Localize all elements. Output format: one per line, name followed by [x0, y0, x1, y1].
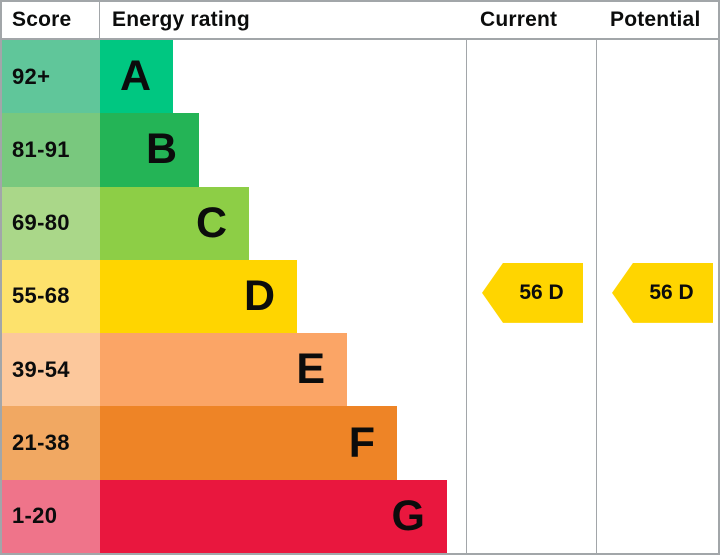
potential-rating-label: 56 D [649, 280, 694, 304]
band-bar: A [100, 40, 173, 114]
table-header: Score Energy rating Current Potential [2, 2, 718, 40]
score-range-label: 1-20 [12, 503, 58, 529]
band-row-a: 92+ A [2, 40, 718, 114]
band-bar: B [100, 113, 199, 187]
header-current: Current [480, 8, 558, 31]
band-bar: E [100, 333, 347, 407]
header-score: Score [2, 2, 100, 38]
score-range-label: 81-91 [12, 136, 70, 162]
band-bar: F [100, 406, 397, 480]
score-range-cell: 69-80 [2, 186, 100, 260]
score-range-label: 55-68 [12, 283, 70, 309]
header-energy-rating: Energy rating [112, 8, 250, 31]
band-letter: G [391, 491, 425, 540]
score-range-cell: 81-91 [2, 113, 100, 187]
band-row-g: 1-20 G [2, 479, 718, 553]
band-letter: D [243, 271, 275, 320]
current-rating-arrow: 56 D [482, 262, 583, 323]
score-range-cell: 1-20 [2, 479, 100, 553]
score-range-label: 69-80 [12, 210, 70, 236]
band-letter: F [348, 418, 375, 467]
score-range-cell: 21-38 [2, 406, 100, 480]
score-range-cell: 39-54 [2, 333, 100, 407]
score-range-label: 21-38 [12, 430, 70, 456]
band-letter: E [296, 345, 325, 394]
band-letter: C [195, 198, 227, 247]
score-range-label: 92+ [12, 63, 51, 89]
score-range-cell: 55-68 [2, 259, 100, 334]
band-row-e: 39-54 E [2, 333, 718, 407]
band-letter: A [119, 52, 151, 101]
band-rows: 92+ A 81-91 B 69-80 C 55-68 [2, 40, 718, 553]
band-row-d: 55-68 D 56 D 56 D [2, 259, 718, 334]
current-rating-label: 56 D [519, 280, 564, 304]
header-potential: Potential [610, 8, 701, 31]
band-row-b: 81-91 B [2, 113, 718, 187]
potential-column-divider [596, 2, 597, 553]
potential-rating-arrow: 56 D [612, 262, 713, 323]
band-bar: G [100, 479, 447, 553]
band-row-f: 21-38 F [2, 406, 718, 480]
current-column-divider [466, 2, 467, 553]
score-range-label: 39-54 [12, 356, 70, 382]
band-bar: C [100, 186, 249, 260]
score-range-cell: 92+ [2, 40, 100, 114]
band-bar: D [100, 259, 297, 334]
band-letter: B [145, 125, 177, 174]
band-row-c: 69-80 C [2, 186, 718, 260]
